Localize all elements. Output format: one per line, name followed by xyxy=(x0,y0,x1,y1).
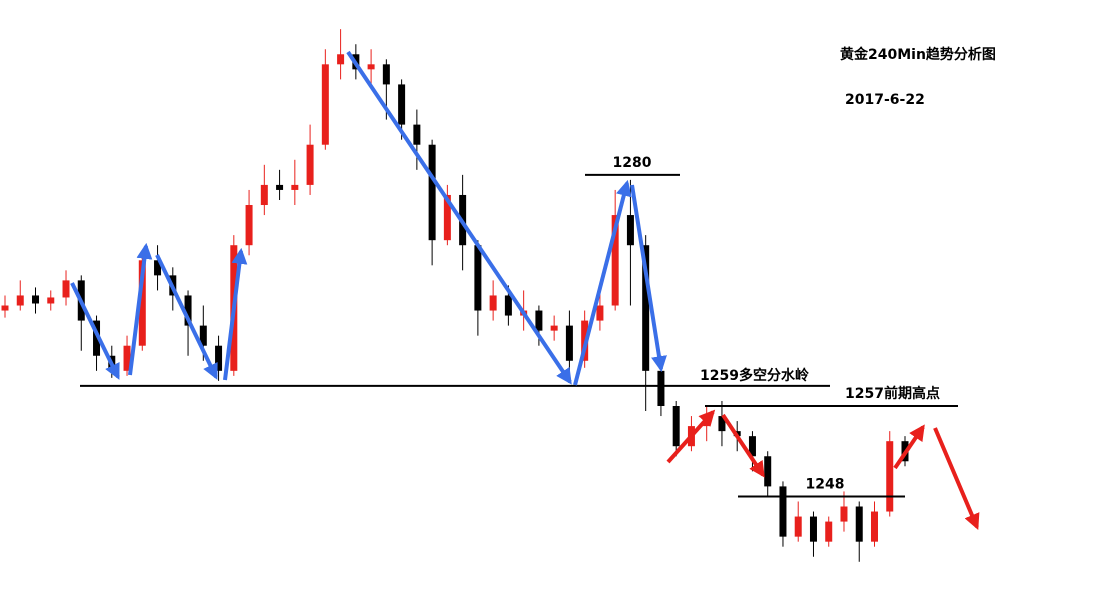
candle-body xyxy=(840,506,848,522)
candle-body xyxy=(93,320,101,356)
candle-body xyxy=(779,486,787,537)
candle-body xyxy=(855,506,863,542)
candle-body xyxy=(321,64,329,145)
annotations: 1280 1259多空分水岭 1257前期高点 1248 xyxy=(80,155,958,498)
candle-body xyxy=(306,144,314,185)
candle-body xyxy=(672,406,680,447)
candle-body xyxy=(245,205,253,246)
candle-body xyxy=(626,215,634,246)
candle-body xyxy=(413,124,421,145)
candle-body xyxy=(260,184,268,206)
trend-arrows-blue xyxy=(70,50,667,386)
candle-body xyxy=(398,84,406,125)
candle-body xyxy=(337,54,345,65)
candle-body xyxy=(443,194,451,241)
level-label: 1257前期高点 xyxy=(845,385,940,402)
candle-body xyxy=(748,436,756,457)
candle-body xyxy=(32,295,40,304)
candle-body xyxy=(215,345,223,371)
candle-body xyxy=(596,305,604,321)
trend-arrows-red xyxy=(666,409,980,530)
candle-body xyxy=(642,245,650,371)
candle-body xyxy=(16,295,24,306)
candle-body xyxy=(565,325,573,361)
candle-body xyxy=(428,144,436,241)
candle-body xyxy=(123,345,131,371)
candle-body xyxy=(886,441,894,512)
candle-body xyxy=(809,516,817,542)
candle-body xyxy=(47,297,55,304)
candle-body xyxy=(154,260,162,276)
candle-body xyxy=(718,416,726,432)
level-label: 1248 xyxy=(806,476,845,492)
candle-body xyxy=(382,64,390,85)
candle-body xyxy=(199,325,207,346)
candle-body xyxy=(657,370,665,407)
candle-body xyxy=(504,295,512,316)
level-label: 1280 xyxy=(613,155,652,171)
candle-body xyxy=(184,295,192,326)
candle-body xyxy=(62,280,70,298)
candle-body xyxy=(367,64,375,70)
candle-body xyxy=(276,184,284,190)
candles xyxy=(1,29,909,562)
chart-subtitle: 2017-6-22 xyxy=(845,92,925,108)
candle-body xyxy=(489,295,497,311)
candle-body xyxy=(870,511,878,542)
candle-body xyxy=(291,184,299,190)
candle-body xyxy=(550,325,558,331)
chart-title: 黄金240Min趋势分析图 xyxy=(840,46,996,63)
candle-body xyxy=(794,516,802,537)
candle-body xyxy=(1,305,9,311)
candle-body xyxy=(535,310,543,331)
candle-body xyxy=(474,245,482,311)
candle-body xyxy=(138,260,146,346)
candle-body xyxy=(825,521,833,542)
candle-body xyxy=(611,215,619,306)
level-label: 1259多空分水岭 xyxy=(700,367,809,384)
candle-body xyxy=(764,456,772,487)
